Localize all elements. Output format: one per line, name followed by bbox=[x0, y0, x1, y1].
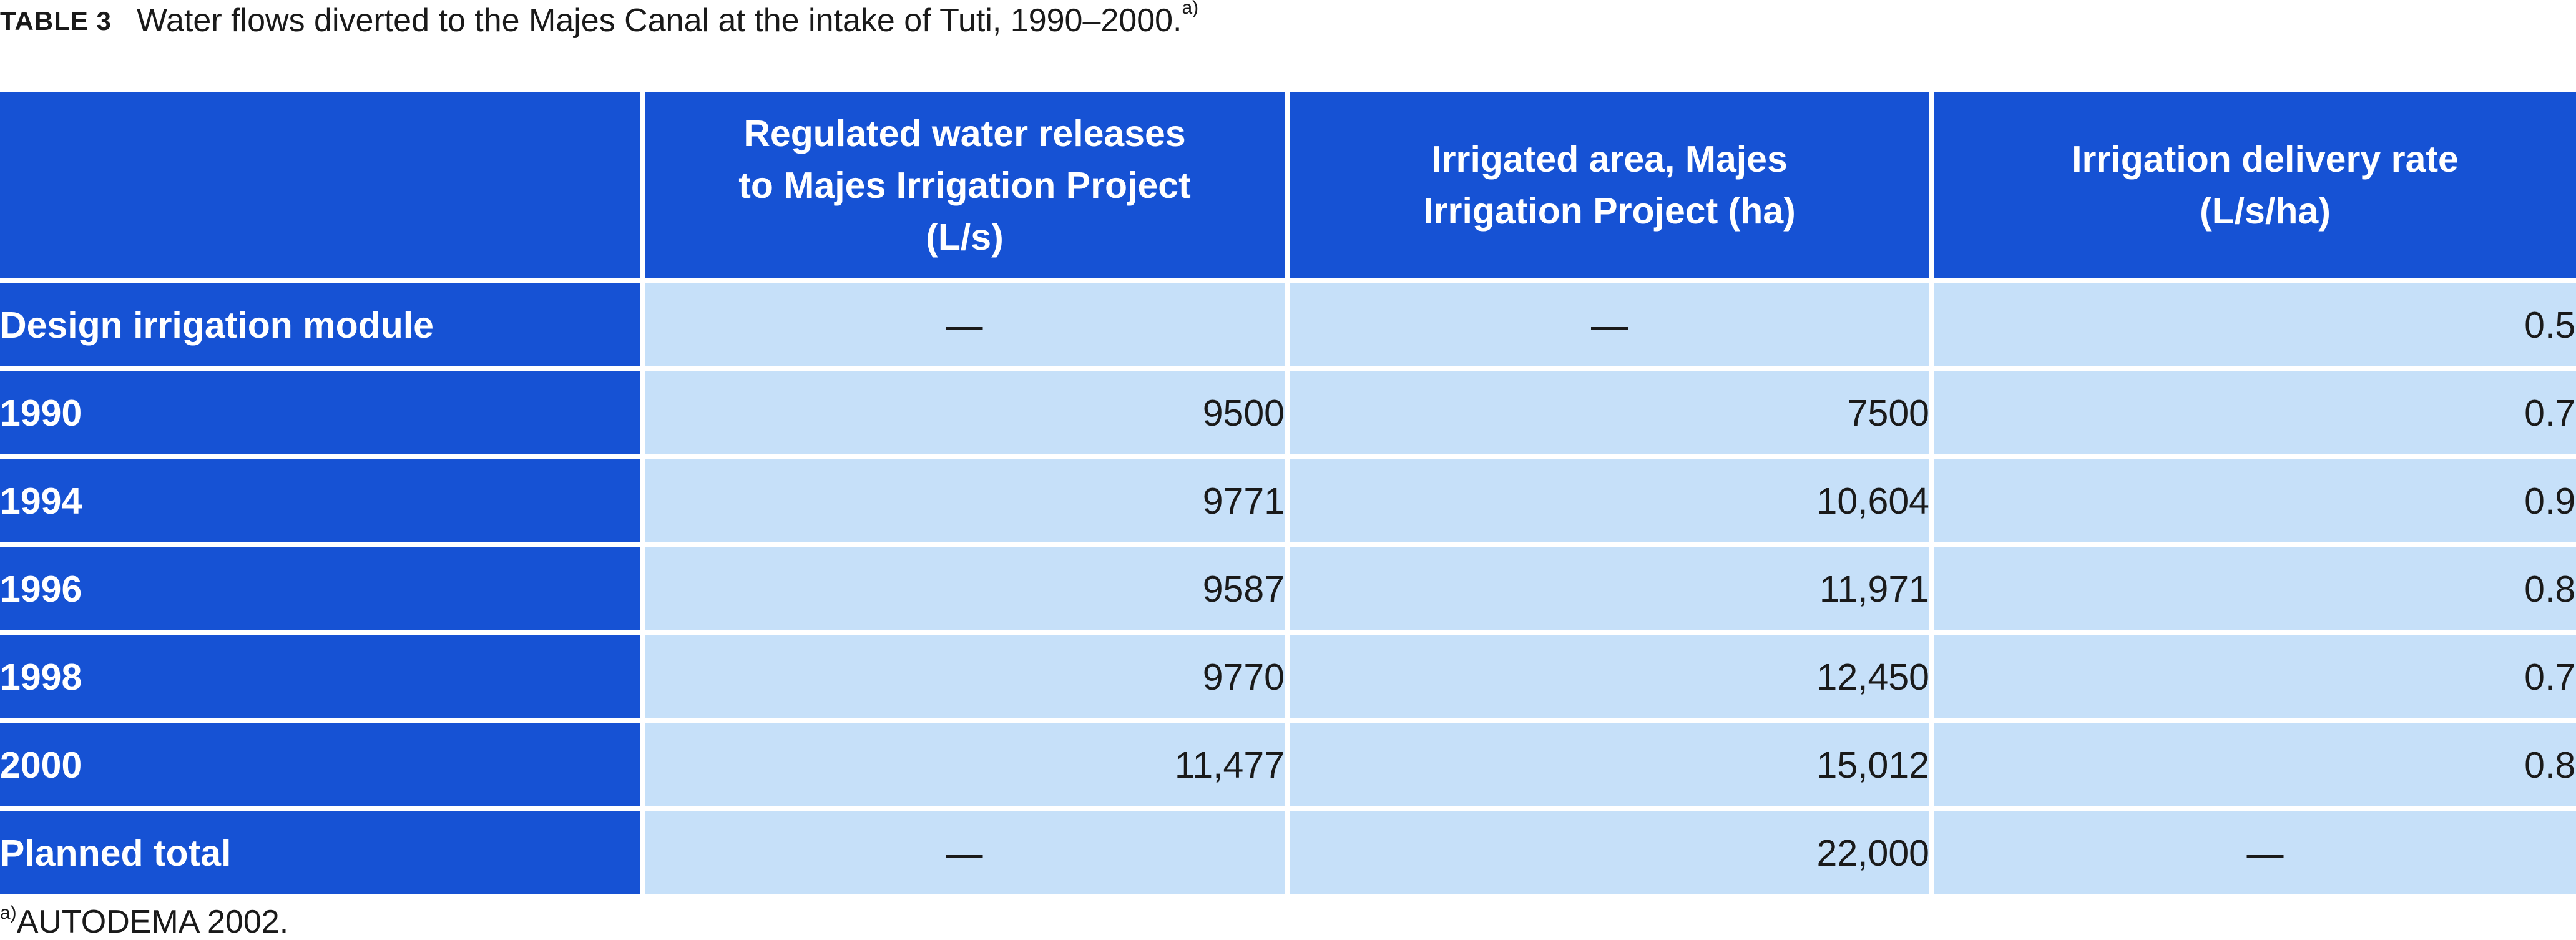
header-cell-releases: Regulated water releases to Majes Irriga… bbox=[645, 92, 1285, 278]
data-table: Regulated water releases to Majes Irriga… bbox=[0, 87, 2576, 899]
header-line: (L/s/ha) bbox=[2200, 190, 2331, 232]
row-label: Design irrigation module bbox=[0, 283, 640, 366]
header-cell-empty bbox=[0, 92, 640, 278]
cell-value: — bbox=[1591, 304, 1628, 346]
rate-cell: 0.54 bbox=[1934, 283, 2576, 366]
table-caption: TABLE 3 Water flows diverted to the Majes… bbox=[0, 0, 1198, 41]
area-cell: 11,971 bbox=[1290, 547, 1929, 630]
footnote-text: AUTODEMA 2002. bbox=[16, 904, 289, 940]
table-row: Planned total — 22,000 — bbox=[0, 811, 2576, 894]
header-line: Irrigated area, Majes bbox=[1431, 139, 1788, 180]
cell-value: — bbox=[2246, 832, 2284, 874]
header-row: Regulated water releases to Majes Irriga… bbox=[0, 92, 2576, 278]
row-label: 2000 bbox=[0, 723, 640, 806]
table-row: 2000 11,477 15,012 0.82 bbox=[0, 723, 2576, 806]
row-label: 1998 bbox=[0, 635, 640, 718]
header-line: to Majes Irrigation Project bbox=[738, 164, 1191, 206]
header-cell-rate: Irrigation delivery rate (L/s/ha) bbox=[1934, 92, 2576, 278]
table-row: Design irrigation module — — 0.54 bbox=[0, 283, 2576, 366]
rate-cell: 0.78 bbox=[1934, 635, 2576, 718]
releases-cell: — bbox=[645, 283, 1285, 366]
table-row: 1996 9587 11,971 0.80 bbox=[0, 547, 2576, 630]
table-label: TABLE 3 bbox=[0, 6, 112, 36]
releases-cell: 9500 bbox=[645, 371, 1285, 454]
cell-value: — bbox=[946, 832, 983, 874]
footnote-marker: a) bbox=[0, 903, 17, 923]
header-cell-area: Irrigated area, Majes Irrigation Project… bbox=[1290, 92, 1929, 278]
rate-cell: — bbox=[1934, 811, 2576, 894]
area-cell: 10,604 bbox=[1290, 459, 1929, 542]
releases-cell: 11,477 bbox=[645, 723, 1285, 806]
row-label: 1990 bbox=[0, 371, 640, 454]
rate-cell: 0.82 bbox=[1934, 723, 2576, 806]
header-line: Regulated water releases bbox=[743, 112, 1186, 154]
row-label: 1996 bbox=[0, 547, 640, 630]
releases-cell: 9587 bbox=[645, 547, 1285, 630]
table-row: 1994 9771 10,604 0.92 bbox=[0, 459, 2576, 542]
row-label: 1994 bbox=[0, 459, 640, 542]
caption-footnote-marker: a) bbox=[1182, 0, 1199, 18]
header-line: Irrigation delivery rate bbox=[2072, 139, 2459, 180]
area-cell: 12,450 bbox=[1290, 635, 1929, 718]
table-footnote: a)AUTODEMA 2002. bbox=[0, 903, 289, 940]
rate-cell: 0.80 bbox=[1934, 547, 2576, 630]
table-row: 1990 9500 7500 0.78 bbox=[0, 371, 2576, 454]
header-line: Irrigation Project (ha) bbox=[1423, 190, 1796, 232]
area-cell: 22,000 bbox=[1290, 811, 1929, 894]
releases-cell: — bbox=[645, 811, 1285, 894]
rate-cell: 0.78 bbox=[1934, 371, 2576, 454]
area-cell: — bbox=[1290, 283, 1929, 366]
row-label: Planned total bbox=[0, 811, 640, 894]
cell-value: — bbox=[946, 304, 983, 346]
releases-cell: 9771 bbox=[645, 459, 1285, 542]
area-cell: 15,012 bbox=[1290, 723, 1929, 806]
releases-cell: 9770 bbox=[645, 635, 1285, 718]
table-title: Water flows diverted to the Majes Canal … bbox=[136, 2, 1182, 39]
area-cell: 7500 bbox=[1290, 371, 1929, 454]
rate-cell: 0.92 bbox=[1934, 459, 2576, 542]
table-row: 1998 9770 12,450 0.78 bbox=[0, 635, 2576, 718]
header-line: (L/s) bbox=[926, 216, 1004, 258]
